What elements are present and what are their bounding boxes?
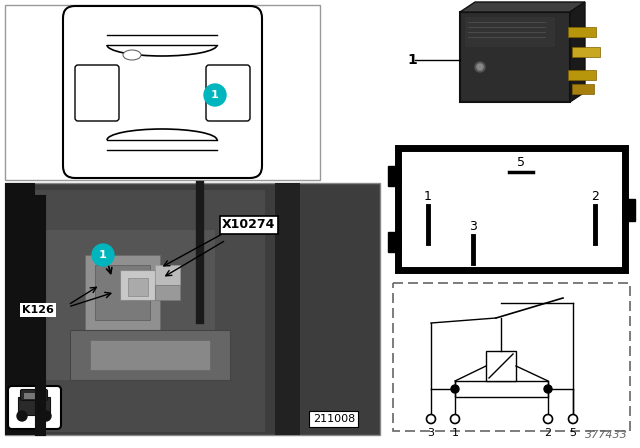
Text: 3: 3 [469,220,477,233]
Text: 377433: 377433 [585,430,628,440]
Bar [24,393,44,399]
Bar [155,285,180,300]
Text: 1: 1 [211,90,219,100]
Circle shape [568,414,577,423]
Circle shape [41,411,51,421]
Bar [460,12,570,102]
Text: 1: 1 [451,428,458,438]
Text: 2: 2 [591,190,599,202]
Circle shape [17,411,27,421]
Text: 1: 1 [424,190,432,202]
Bar [275,183,300,435]
Bar [572,84,594,94]
Bar [18,397,50,415]
Circle shape [544,385,552,393]
Circle shape [477,64,483,70]
Bar [5,183,35,435]
Bar [128,278,148,296]
Text: 3: 3 [428,428,435,438]
Circle shape [92,244,114,266]
Bar [155,265,180,285]
Polygon shape [570,2,585,102]
Bar [70,330,230,380]
Bar [388,166,400,186]
Bar [568,27,596,37]
Bar [85,255,160,335]
Bar [35,230,215,380]
Text: 1: 1 [407,53,417,67]
Bar [398,148,625,270]
Circle shape [426,414,435,423]
Bar [95,265,150,320]
Bar [5,5,320,180]
Ellipse shape [123,50,141,60]
Text: 5: 5 [517,155,525,168]
FancyBboxPatch shape [206,65,250,121]
Circle shape [451,385,459,393]
Bar [455,381,548,397]
Bar [572,47,600,57]
Text: 2: 2 [545,428,552,438]
Bar [90,340,210,370]
Circle shape [204,84,226,106]
Text: X10274: X10274 [222,219,275,232]
FancyBboxPatch shape [8,386,61,429]
Text: 1: 1 [99,250,107,260]
Circle shape [475,62,485,72]
Bar [120,270,155,300]
Bar [568,70,596,80]
FancyBboxPatch shape [20,389,47,401]
Bar [5,183,380,435]
FancyBboxPatch shape [75,65,119,121]
Text: 211008: 211008 [313,414,355,424]
FancyBboxPatch shape [63,6,262,178]
Bar [388,232,400,252]
Bar [486,351,516,381]
Circle shape [543,414,552,423]
Bar [393,283,630,431]
Text: 5: 5 [570,428,577,438]
Bar [35,190,265,432]
Bar [623,199,635,221]
Bar [465,17,555,47]
Polygon shape [460,2,585,12]
Text: K126: K126 [22,305,54,315]
Circle shape [451,414,460,423]
